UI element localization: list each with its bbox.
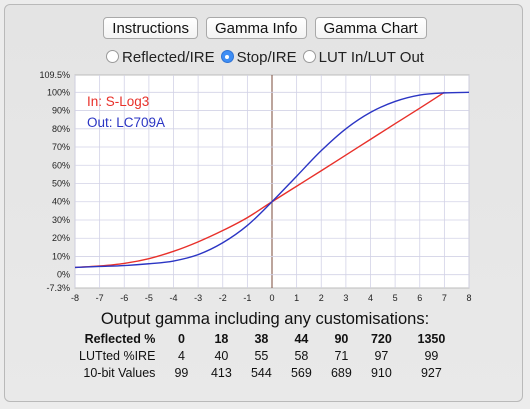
- reflected-value: 44: [294, 331, 309, 346]
- table-row: Reflected % 0 18 38 44 90 720 1350: [79, 330, 461, 347]
- radio-label: LUT In/LUT Out: [318, 49, 424, 66]
- x-tick-label: -4: [169, 293, 177, 303]
- x-tick-label: -5: [145, 293, 153, 303]
- bit10-value: 927: [420, 365, 442, 380]
- chart-mode-radio-group: Reflected/IRE Stop/IRE LUT In/LUT Out: [0, 48, 530, 68]
- gamma-chart-button[interactable]: Gamma Chart: [314, 17, 427, 39]
- y-tick-label: 109.5%: [39, 70, 70, 80]
- reflected-value: 720: [370, 331, 392, 346]
- reflected-value: 90: [334, 331, 349, 346]
- x-tick-label: 7: [442, 293, 447, 303]
- x-tick-label: 5: [393, 293, 398, 303]
- x-tick-label: -2: [219, 293, 227, 303]
- y-tick-label: 20%: [52, 233, 70, 243]
- x-tick-label: -8: [71, 293, 79, 303]
- x-tick-label: 0: [269, 293, 274, 303]
- x-tick-label: 1: [294, 293, 299, 303]
- table-row: 10-bit Values 99 413 544 569 689 910 927: [79, 364, 461, 381]
- bit10-label: 10-bit Values: [83, 365, 156, 380]
- y-tick-label: 70%: [52, 142, 70, 152]
- top-toolbar: Instructions Gamma Info Gamma Chart: [0, 17, 530, 39]
- y-tick-label: 0%: [57, 270, 70, 280]
- y-tick-label: 40%: [52, 197, 70, 207]
- radio-stop-ire[interactable]: Stop/IRE: [220, 48, 297, 68]
- radio-reflected-ire[interactable]: Reflected/IRE: [106, 48, 215, 68]
- radio-label: Stop/IRE: [236, 49, 297, 66]
- x-tick-label: 2: [319, 293, 324, 303]
- x-tick-label: 4: [368, 293, 373, 303]
- lutted-value: 40: [214, 348, 229, 363]
- radio-circle-icon[interactable]: [302, 50, 316, 63]
- x-tick-label: -1: [243, 293, 251, 303]
- bit10-value: 910: [370, 365, 392, 380]
- reflected-label: Reflected %: [84, 331, 156, 346]
- reflected-value: 0: [177, 331, 185, 346]
- output-values-table: Reflected % 0 18 38 44 90 720 1350 LUTte…: [79, 330, 461, 381]
- reflected-value: 1350: [417, 331, 446, 346]
- output-gamma-label: Out: LC709A: [87, 115, 165, 130]
- x-tick-label: 8: [466, 293, 471, 303]
- lutted-value: 58: [294, 348, 309, 363]
- series-line: [74, 91, 470, 269]
- lutted-value: 99: [424, 348, 439, 363]
- lutted-value: 97: [374, 348, 389, 363]
- lutted-label: LUTted %IRE: [79, 348, 156, 363]
- bit10-value: 413: [210, 365, 232, 380]
- y-tick-label: 80%: [52, 124, 70, 134]
- radio-label: Reflected/IRE: [122, 49, 215, 66]
- input-gamma-label: In: S-Log3: [87, 94, 149, 109]
- x-tick-label: -3: [194, 293, 202, 303]
- y-tick-label: 30%: [52, 215, 70, 225]
- table-row: LUTted %IRE 4 40 55 58 71 97 99: [79, 347, 461, 364]
- series-line: [74, 91, 445, 269]
- gamma-info-button[interactable]: Gamma Info: [205, 17, 307, 39]
- y-tick-label: 10%: [52, 251, 70, 261]
- bit10-value: 689: [330, 365, 352, 380]
- lutted-value: 55: [254, 348, 269, 363]
- radio-lut-in-out[interactable]: LUT In/LUT Out: [302, 48, 424, 68]
- lutted-value: 71: [334, 348, 349, 363]
- bit10-value: 544: [250, 365, 272, 380]
- radio-selected-icon[interactable]: [220, 50, 234, 63]
- instructions-button[interactable]: Instructions: [103, 17, 198, 39]
- bit10-value: 99: [174, 365, 189, 380]
- y-tick-label: 50%: [52, 179, 70, 189]
- x-tick-label: -7: [96, 293, 104, 303]
- y-tick-label: 60%: [52, 160, 70, 170]
- x-tick-label: 6: [417, 293, 422, 303]
- x-tick-label: -6: [120, 293, 128, 303]
- lutted-value: 4: [177, 348, 185, 363]
- output-title: Output gamma including any customisation…: [100, 310, 430, 328]
- reflected-value: 38: [254, 331, 269, 346]
- y-tick-label: -7.3%: [46, 283, 70, 293]
- y-tick-label: 90%: [52, 106, 70, 116]
- y-tick-label: 100%: [47, 87, 70, 97]
- bit10-value: 569: [290, 365, 312, 380]
- x-tick-label: 3: [343, 293, 348, 303]
- radio-circle-icon[interactable]: [106, 50, 120, 63]
- reflected-value: 18: [214, 331, 229, 346]
